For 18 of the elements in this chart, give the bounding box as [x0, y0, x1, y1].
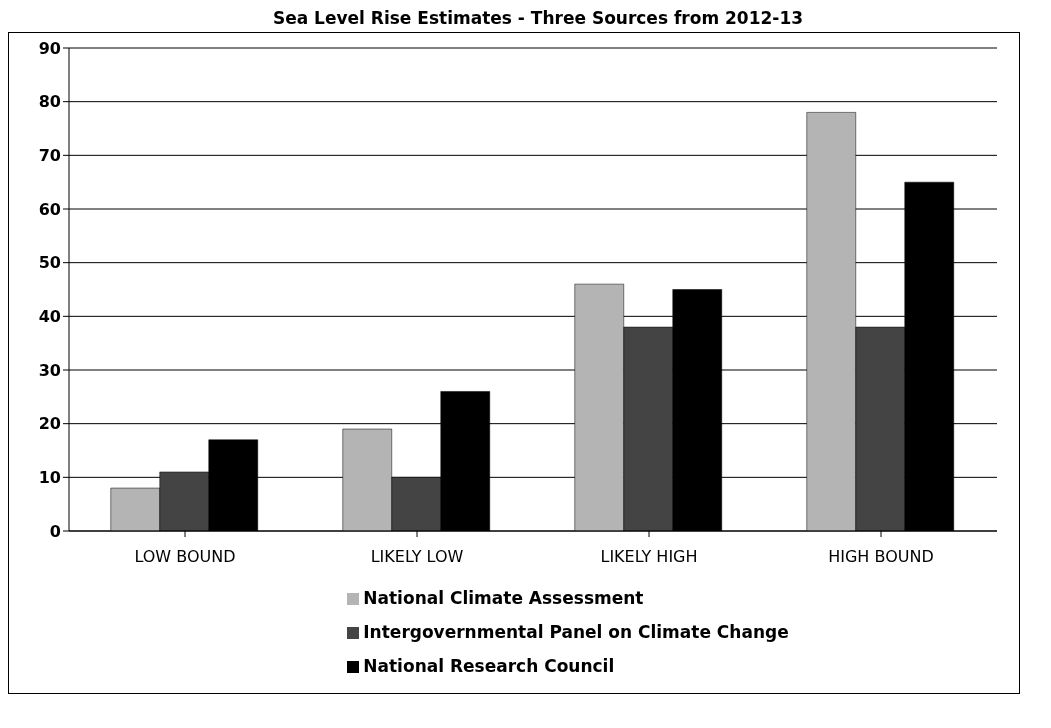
y-tick-label: 80: [38, 92, 61, 112]
y-tick-label: 20: [38, 414, 61, 434]
x-tick-label: LOW BOUND: [134, 547, 236, 567]
y-tick-label: 60: [38, 199, 61, 219]
x-tick-label: LIKELY HIGH: [600, 547, 698, 567]
legend-label: National Research Council: [363, 656, 615, 676]
chart-title: Sea Level Rise Estimates - Three Sources from 2012-13: [271, 8, 805, 28]
y-tick-label: 0: [49, 521, 61, 541]
y-tick-label: 10: [38, 468, 61, 488]
y-tick-label: 90: [38, 38, 61, 58]
y-tick-label: 30: [38, 360, 61, 380]
y-tick-label: 70: [38, 146, 61, 166]
y-tick-label: 50: [38, 253, 61, 273]
x-tick-label: LIKELY LOW: [370, 547, 464, 567]
legend-label: National Climate Assessment: [363, 588, 644, 608]
legend-label: Intergovernmental Panel on Climate Change: [363, 622, 789, 642]
y-tick-label: 40: [38, 307, 61, 327]
x-tick-label: HIGH BOUND: [828, 547, 934, 567]
